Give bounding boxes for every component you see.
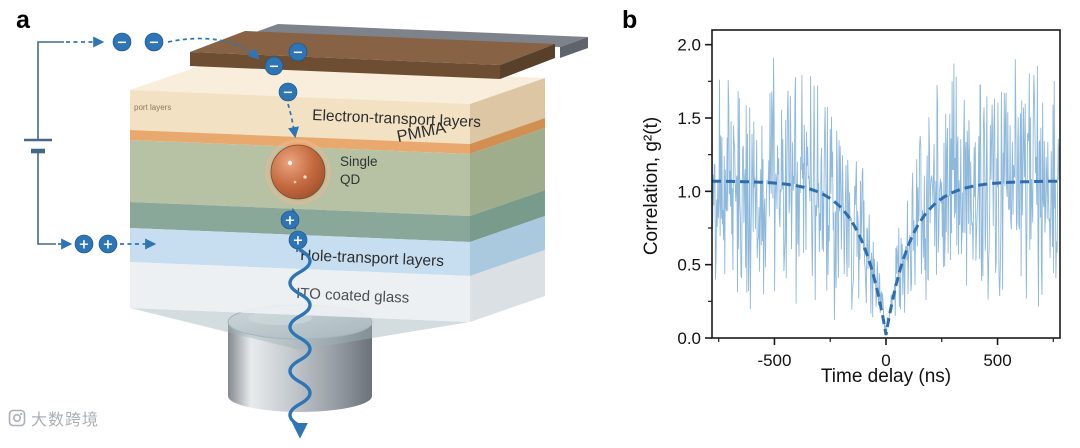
- watermark-text: 大数跨境: [31, 412, 100, 429]
- photon-emission-arrow: [288, 248, 312, 439]
- electron-transport-layer: [130, 78, 545, 144]
- svg-text:+: +: [285, 214, 296, 229]
- panel-b-label: b: [622, 6, 638, 34]
- interlayer-teal: [130, 190, 545, 242]
- hole-flow: + + + +: [58, 207, 308, 254]
- top-electrode: [190, 31, 555, 79]
- hole-icon: +: [98, 234, 118, 254]
- y-tick-label: 0.5: [677, 256, 701, 275]
- panel-b-correlation-chart: Correlation, g²(t) -500 0 500 0.0 0.5 1.0 1.5 2…: [612, 0, 1080, 448]
- device-schematic-drawing: Electron-transport layers port layers PM…: [24, 24, 588, 439]
- side-partial-label: port layers: [134, 103, 171, 112]
- svg-text:−: −: [293, 46, 304, 61]
- hole-transport-layer: [130, 216, 545, 276]
- panel-a-device-schematic: Electron-transport layers port layers PM…: [8, 24, 588, 439]
- drive-circuit: [24, 41, 64, 245]
- single-quantum-dot: [265, 139, 331, 205]
- hole-icon: +: [280, 210, 300, 230]
- svg-text:+: +: [79, 238, 90, 253]
- hole-icon: +: [288, 230, 308, 250]
- y-tick-label: 0.0: [677, 329, 701, 348]
- device-stack: [130, 24, 588, 322]
- svg-text:+: +: [103, 238, 114, 253]
- x-tick-label: 0: [881, 351, 890, 370]
- fit-curve: [712, 179, 1060, 336]
- x-tick-label: 500: [983, 351, 1011, 370]
- electron-icon: −: [264, 56, 284, 76]
- y-tick-label: 2.0: [677, 36, 701, 55]
- panel-a-label: a: [16, 6, 30, 34]
- battery-icon: [24, 138, 52, 154]
- electron-icon: −: [278, 82, 298, 102]
- svg-text:−: −: [283, 86, 294, 101]
- ito-glass-layer: [130, 250, 545, 322]
- y-tick-label: 1.0: [677, 182, 701, 201]
- svg-text:−: −: [149, 36, 160, 51]
- watermark: 大数跨境: [8, 406, 99, 430]
- x-tick-label: -500: [757, 351, 791, 370]
- electron-icon: −: [144, 32, 164, 52]
- y-tick-label: 1.5: [677, 109, 701, 128]
- noisy-correlation-trace: [711, 57, 1060, 337]
- electron-flow: − − − − −: [66, 32, 308, 139]
- hole-transport-label: Hole-transport layers: [300, 247, 445, 270]
- svg-text:+: +: [293, 234, 304, 249]
- svg-text:−: −: [117, 36, 128, 51]
- ito-glass-label: ITO coated glass: [296, 285, 410, 307]
- electron-icon: −: [112, 32, 132, 52]
- correlation-chart: -500 0 500 0.0 0.5 1.0 1.5 2.0: [677, 29, 1061, 370]
- svg-text:−: −: [269, 60, 280, 75]
- electron-icon: −: [288, 42, 308, 62]
- x-axis-label: Time delay (ns): [820, 366, 952, 387]
- single-qd-label-line1: Single: [340, 154, 378, 169]
- plot-frame: [711, 29, 1061, 339]
- watermark-logo-icon: [8, 409, 26, 427]
- pmma-layer: [130, 128, 545, 216]
- hole-icon: +: [74, 234, 94, 254]
- single-qd-label-line2: QD: [340, 172, 361, 187]
- top-electrode-backplate: [250, 24, 588, 58]
